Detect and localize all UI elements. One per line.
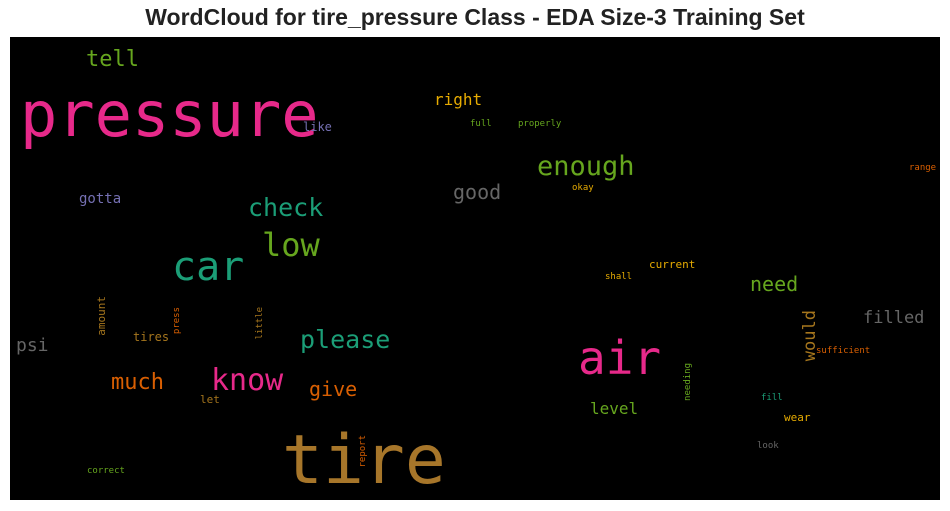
word-give: give (309, 377, 358, 401)
word-tell: tell (86, 47, 139, 72)
wordcloud-canvas: tire pressure air car low know enough ch… (10, 37, 940, 500)
word-let: let (200, 393, 220, 406)
word-air: air (578, 331, 662, 385)
word-current: current (649, 258, 696, 271)
word-properly: properly (518, 119, 562, 129)
word-amount: amount (95, 296, 108, 336)
word-psi: psi (16, 335, 49, 356)
word-look: look (757, 441, 779, 451)
word-press: press (172, 307, 182, 335)
word-car: car (172, 244, 245, 290)
chart-title: WordCloud for tire_pressure Class - EDA … (145, 4, 805, 30)
word-tires: tires (133, 330, 170, 344)
word-gotta: gotta (79, 191, 122, 207)
word-filled: filled (863, 308, 925, 328)
word-level: level (590, 399, 639, 418)
word-fill: fill (761, 393, 783, 403)
word-pressure: pressure (20, 78, 319, 151)
word-check: check (248, 193, 324, 222)
word-tire: tire (282, 421, 446, 500)
word-little: little (255, 307, 265, 340)
word-sufficient: sufficient (816, 346, 871, 356)
word-low: low (262, 226, 320, 264)
word-need: need (750, 272, 799, 296)
word-range: range (909, 163, 937, 173)
word-know: know (211, 363, 284, 398)
word-full: full (470, 119, 492, 129)
word-please: please (300, 325, 391, 354)
word-shall: shall (605, 272, 633, 282)
word-like: like (303, 120, 332, 134)
word-okay: okay (572, 183, 594, 193)
word-good: good (453, 180, 502, 204)
word-enough: enough (537, 151, 635, 182)
word-needing: needing (683, 363, 693, 401)
word-correct: correct (87, 466, 125, 476)
word-report: report (358, 435, 368, 468)
word-wear: wear (784, 411, 811, 424)
word-right: right (434, 90, 483, 109)
word-much: much (111, 370, 164, 395)
